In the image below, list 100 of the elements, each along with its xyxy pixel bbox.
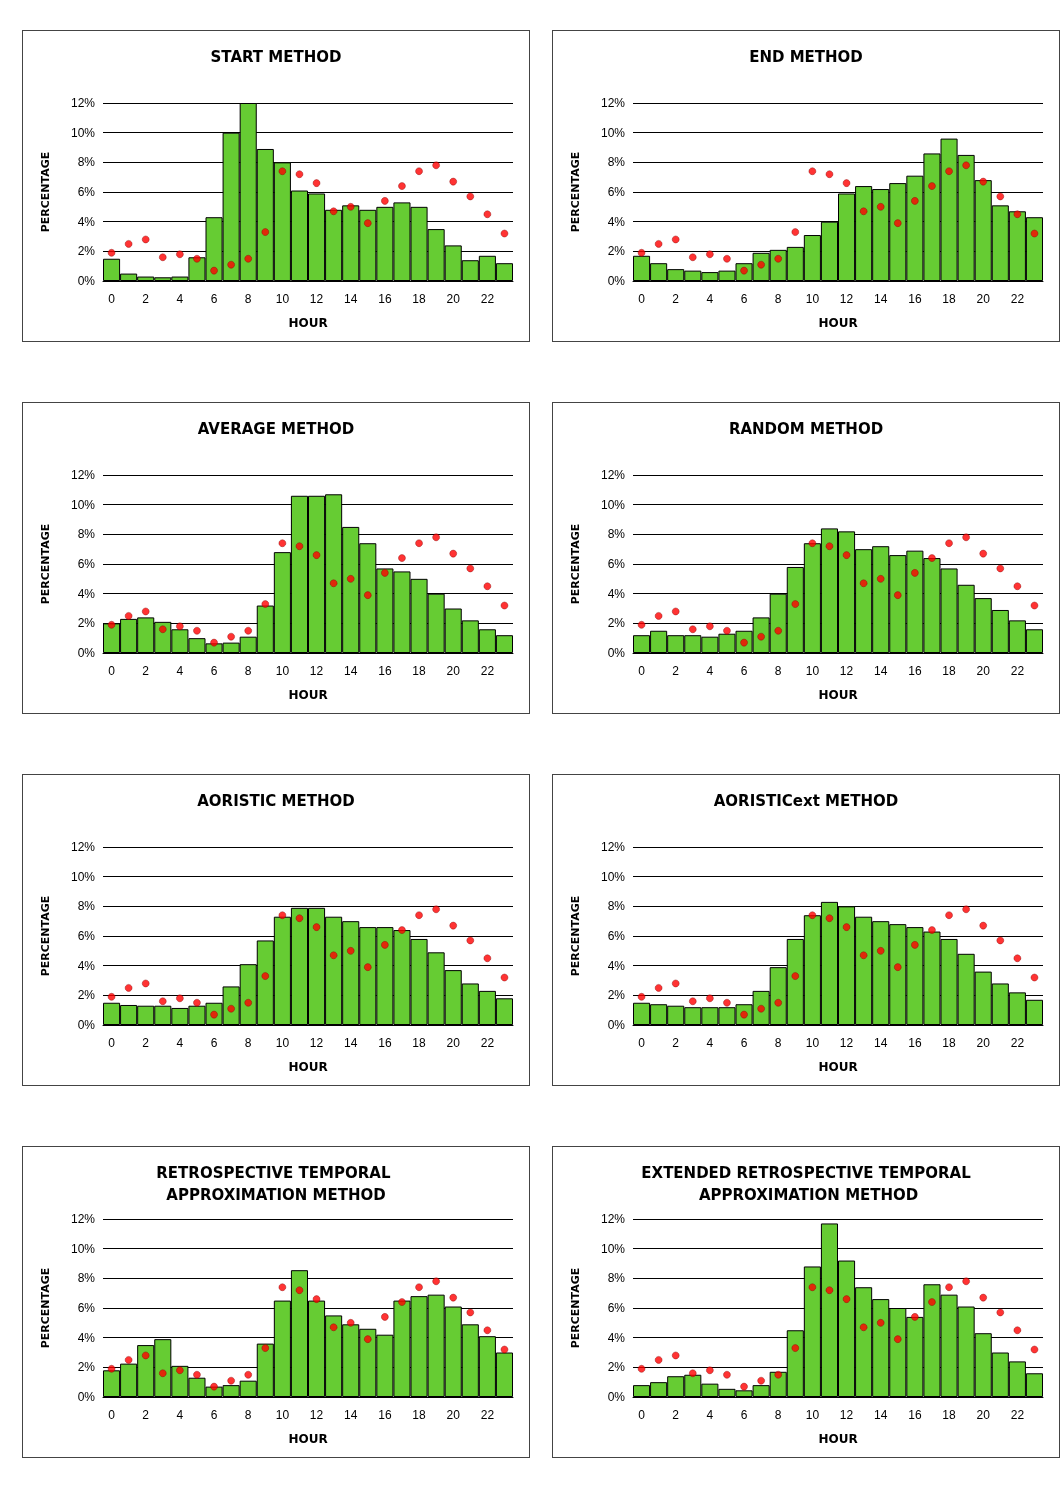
point bbox=[1030, 601, 1039, 610]
point bbox=[124, 612, 133, 620]
point bbox=[637, 1365, 646, 1373]
y-tick-label: 12% bbox=[600, 840, 626, 854]
x-tick-label: 22 bbox=[1010, 292, 1025, 306]
point bbox=[227, 260, 235, 269]
point bbox=[723, 255, 731, 263]
point bbox=[295, 542, 304, 550]
x-tick-label: 4 bbox=[176, 292, 184, 306]
x-tick-label: 2 bbox=[672, 664, 680, 678]
x-tick-label: 6 bbox=[740, 292, 748, 306]
point bbox=[107, 993, 116, 1001]
point bbox=[894, 963, 902, 971]
point bbox=[859, 579, 868, 588]
point bbox=[210, 638, 218, 647]
x-tick-label: 4 bbox=[706, 292, 714, 306]
chart-title: START METHOD bbox=[210, 48, 342, 66]
point bbox=[141, 235, 150, 244]
y-tick-label: 8% bbox=[77, 899, 96, 914]
x-tick-label: 20 bbox=[446, 292, 461, 306]
point bbox=[295, 1286, 304, 1294]
y-axis-title: PERCENTAGE bbox=[39, 523, 52, 605]
point bbox=[483, 1326, 492, 1334]
point bbox=[227, 1004, 235, 1013]
y-tick-label: 10% bbox=[70, 497, 96, 512]
point bbox=[706, 994, 714, 1003]
point bbox=[500, 601, 509, 610]
point bbox=[176, 622, 184, 631]
point bbox=[671, 1351, 680, 1360]
point bbox=[159, 997, 167, 1006]
point bbox=[432, 1277, 440, 1286]
chart-title: AORISTIC METHOD bbox=[197, 792, 355, 810]
point bbox=[381, 941, 389, 949]
x-tick-label: 6 bbox=[210, 1036, 218, 1050]
point bbox=[432, 905, 440, 914]
point bbox=[312, 551, 321, 559]
x-axis-title: HOUR bbox=[288, 1432, 328, 1446]
y-tick-label: 2% bbox=[77, 616, 96, 631]
point bbox=[210, 1382, 218, 1391]
y-tick-label: 6% bbox=[77, 185, 96, 199]
point bbox=[227, 1376, 235, 1385]
y-axis-title: PERCENTAGE bbox=[569, 151, 582, 233]
x-tick-label: 4 bbox=[176, 1036, 184, 1050]
x-tick-label: 8 bbox=[774, 1408, 782, 1422]
y-tick-label: 2% bbox=[607, 244, 626, 259]
y-tick-label: 6% bbox=[77, 557, 96, 571]
x-tick-label: 0 bbox=[638, 1036, 646, 1050]
x-tick-label: 8 bbox=[774, 664, 782, 678]
x-tick-label: 10 bbox=[805, 664, 820, 678]
point bbox=[107, 621, 116, 629]
point bbox=[227, 632, 235, 641]
point bbox=[689, 997, 697, 1006]
y-tick-label: 8% bbox=[77, 155, 96, 170]
x-tick-label: 14 bbox=[344, 292, 358, 306]
point bbox=[979, 549, 987, 558]
point bbox=[791, 1344, 800, 1352]
point bbox=[398, 926, 406, 934]
point bbox=[312, 179, 321, 187]
x-tick-label: 16 bbox=[908, 1036, 922, 1050]
point bbox=[928, 554, 936, 562]
point bbox=[774, 1371, 782, 1379]
point bbox=[124, 984, 133, 992]
x-tick-label: 22 bbox=[1010, 1036, 1025, 1050]
point bbox=[825, 914, 834, 922]
point bbox=[962, 533, 970, 542]
x-tick-label: 20 bbox=[976, 1408, 991, 1422]
x-tick-label: 18 bbox=[942, 1408, 957, 1422]
point bbox=[979, 1293, 987, 1302]
point bbox=[381, 197, 389, 205]
point bbox=[398, 182, 406, 190]
point bbox=[859, 207, 868, 216]
point bbox=[124, 1356, 133, 1364]
x-axis-title: HOUR bbox=[818, 1432, 858, 1446]
point bbox=[415, 539, 423, 547]
y-tick-label: 12% bbox=[70, 1212, 96, 1226]
point bbox=[928, 182, 936, 190]
point bbox=[859, 1323, 868, 1332]
y-axis-title: PERCENTAGE bbox=[39, 1267, 52, 1349]
point bbox=[962, 1277, 970, 1286]
point bbox=[159, 1369, 167, 1378]
x-tick-label: 20 bbox=[976, 292, 991, 306]
y-tick-label: 10% bbox=[600, 869, 626, 884]
point bbox=[928, 1298, 936, 1306]
x-tick-label: 8 bbox=[244, 1036, 252, 1050]
x-tick-label: 2 bbox=[142, 1036, 150, 1050]
x-tick-label: 22 bbox=[1010, 1408, 1025, 1422]
x-tick-label: 6 bbox=[740, 1408, 748, 1422]
x-tick-label: 20 bbox=[446, 1036, 461, 1050]
point bbox=[107, 1365, 116, 1373]
y-axis-title: PERCENTAGE bbox=[39, 895, 52, 977]
point bbox=[449, 1293, 457, 1302]
point bbox=[911, 197, 919, 205]
point bbox=[500, 1345, 509, 1354]
x-tick-label: 10 bbox=[805, 1408, 820, 1422]
point bbox=[706, 1366, 714, 1375]
point bbox=[723, 627, 731, 635]
point bbox=[996, 564, 1005, 573]
point bbox=[159, 625, 167, 634]
point bbox=[1030, 1345, 1039, 1354]
y-tick-label: 4% bbox=[607, 1330, 626, 1345]
